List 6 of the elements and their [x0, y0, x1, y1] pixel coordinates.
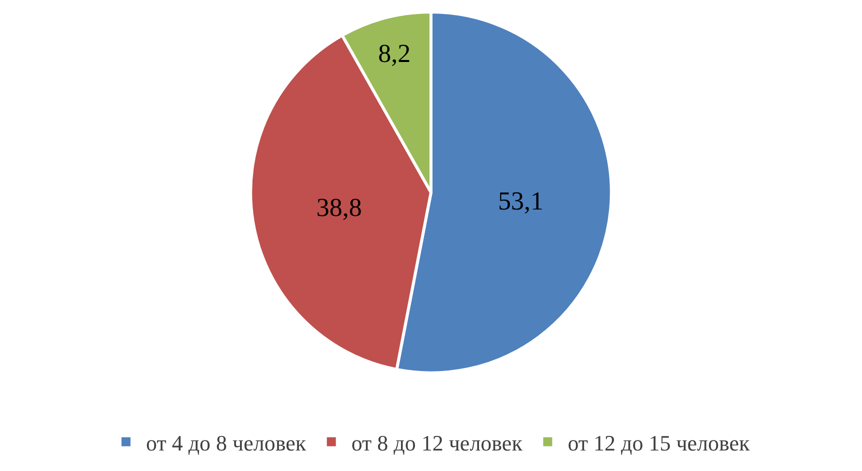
legend-label: от 8 до 12 человек: [351, 430, 523, 456]
data-label: 53,1: [498, 186, 544, 216]
data-label: 8,2: [378, 38, 411, 68]
data-label: 38,8: [316, 192, 362, 222]
legend-label: от 12 до 15 человек: [568, 430, 750, 456]
legend-label: от 4 до 8 человек: [146, 430, 306, 456]
